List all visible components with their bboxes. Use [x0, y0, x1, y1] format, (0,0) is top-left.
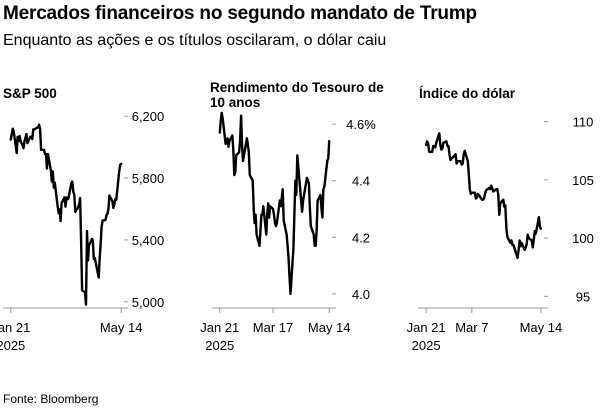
page-title: Mercados financeiros no segundo mandato …: [3, 3, 477, 24]
sp500-x-tick-label-0-1: 2025: [0, 338, 25, 353]
panel-title-treasury: Rendimento do Tesouro de 10 anos: [210, 80, 384, 110]
dollar-y-tick-label-2: 105: [572, 173, 594, 188]
sp500-x-tick-label-0-0: Jan 21: [0, 320, 30, 335]
treasury-series-line-0: [218, 111, 331, 296]
dollar-x-tick-label-0-1: 2025: [412, 338, 441, 353]
sp500-x-tick-label-1-0: May 14: [100, 320, 143, 335]
sp500-y-tick-label-3: 6,200: [132, 109, 165, 124]
treasury-y-tick-label-1: 4.2: [352, 230, 370, 245]
dollar-y-tick-label-1: 100: [572, 231, 594, 246]
sp500-y-tick-label-0: 5,000: [132, 295, 165, 310]
panel-title-sp500: S&P 500: [3, 86, 57, 101]
treasury-y-tick-label-3: 4.6%: [346, 117, 376, 132]
treasury-x-tick-label-2-0: May 14: [308, 320, 351, 335]
treasury-x-tick-label-0-1: 2025: [205, 338, 234, 353]
sp500-y-tick-label-2: 5,800: [132, 171, 165, 186]
sp500-series-line-0: [9, 123, 123, 306]
source-note: Fonte: Bloomberg: [3, 392, 99, 406]
dollar-y-tick-label-3: 110: [573, 115, 594, 130]
treasury-y-tick-label-0: 4.0: [352, 287, 370, 302]
dollar-series-line-0: [424, 132, 543, 260]
treasury-x-tick-label-1-0: Mar 17: [253, 320, 293, 335]
page-subtitle: Enquanto as ações e os títulos oscilaram…: [3, 32, 387, 49]
sp500-y-tick-label-1: 5,400: [132, 233, 165, 248]
treasury-x-tick-label-0-0: Jan 21: [200, 320, 239, 335]
dollar-y-tick-label-0: 95: [576, 289, 590, 304]
panel-title-dollar: Índice do dólar: [419, 86, 516, 101]
treasury-y-tick-label-2: 4.4: [352, 174, 370, 189]
dollar-x-tick-label-0-0: Jan 21: [407, 320, 446, 335]
dollar-x-tick-label-2-0: May 14: [520, 320, 563, 335]
dollar-x-tick-label-1-0: Mar 7: [455, 320, 488, 335]
